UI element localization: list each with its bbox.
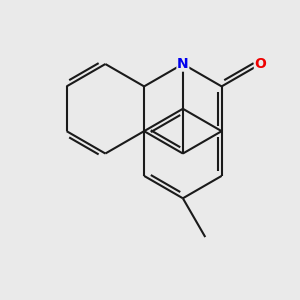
Text: O: O [254, 57, 266, 71]
Text: N: N [177, 57, 189, 71]
